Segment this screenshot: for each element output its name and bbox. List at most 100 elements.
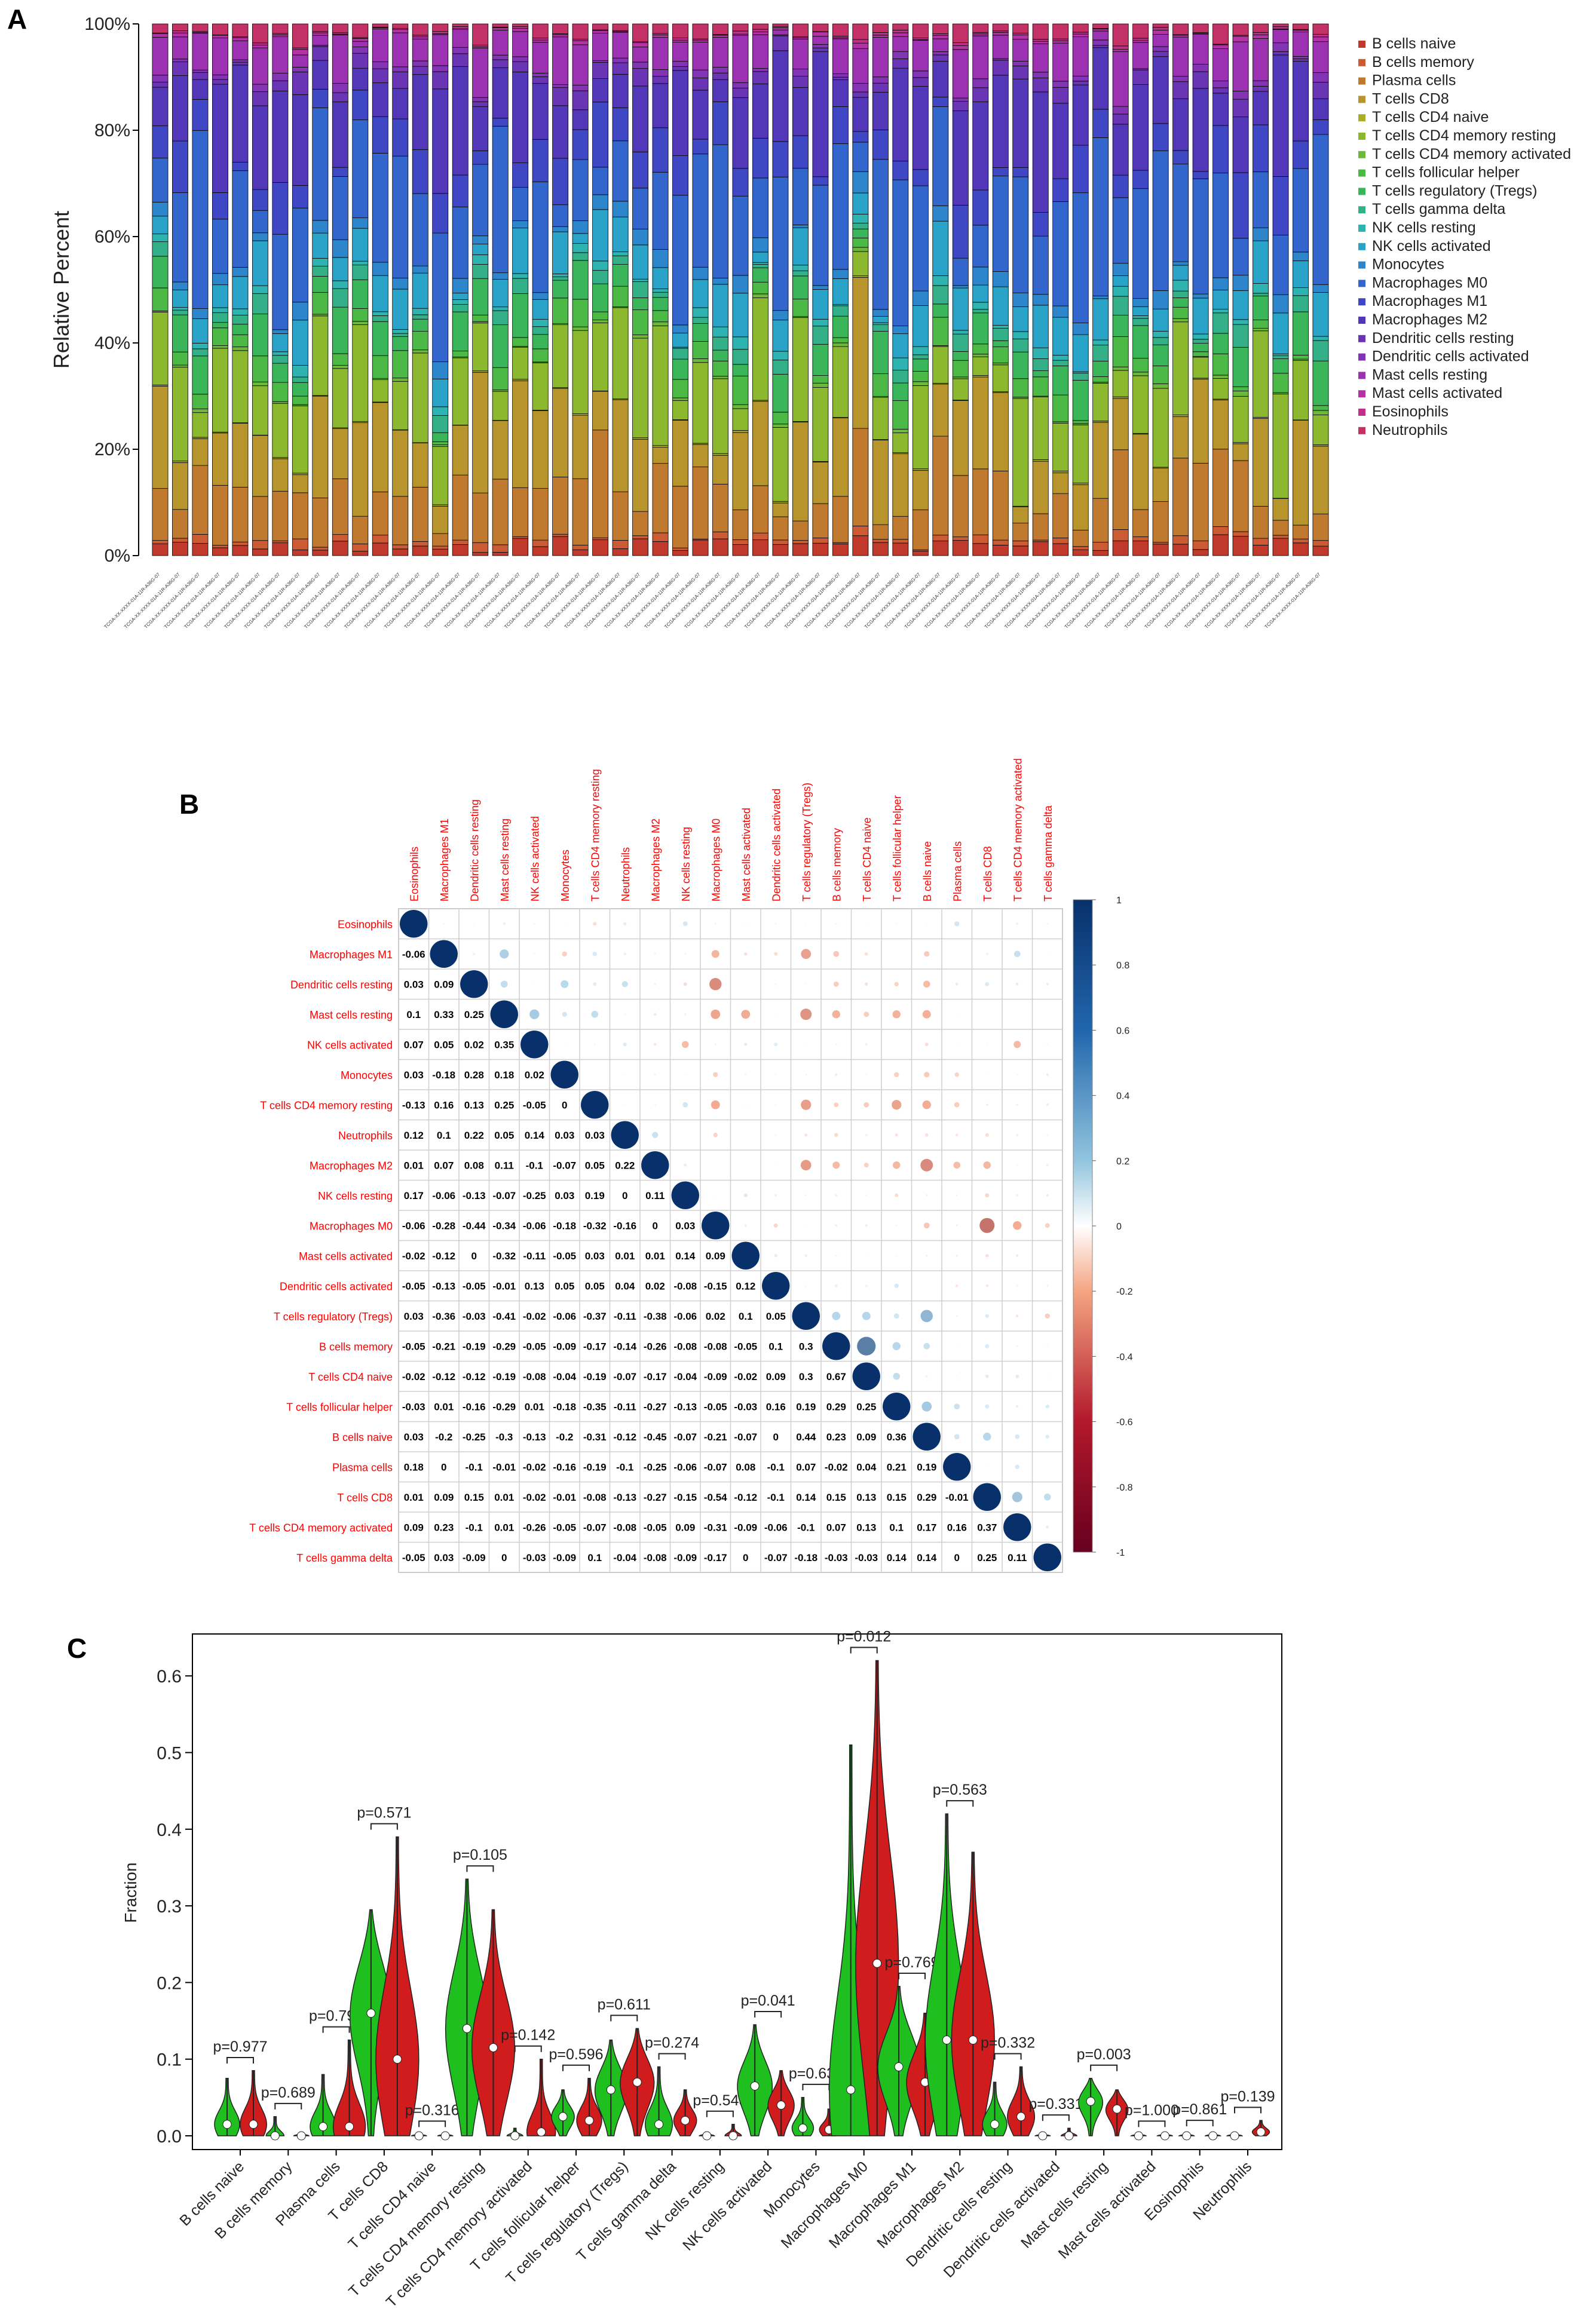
a-bar-segment [952,205,969,259]
b-cell-value: 0 [773,1431,779,1443]
a-bar-segment [1212,449,1229,527]
a-bar [1253,23,1269,556]
a-bar-segment [832,106,849,144]
a-bar-segment [692,539,709,556]
b-upper-circle [774,952,778,956]
a-bar-segment [1192,540,1209,550]
a-bar-segment [392,548,409,556]
b-cell-value: -0.12 [432,1250,455,1262]
b-upper-circle [985,1133,989,1137]
a-bar-segment [1092,295,1109,299]
a-bar-segment [372,491,388,536]
a-bar-segment [392,32,409,68]
b-row-label: B cells naive [332,1431,393,1443]
b-upper-circle [774,1164,777,1166]
a-bar-segment [252,240,268,286]
b-upper-circle [682,1102,688,1108]
a-bar-segment [1293,59,1309,62]
b-cell-value: 0 [501,1552,507,1563]
c-y-tick-label: 0.0 [157,2127,182,2147]
b-upper-circle [684,1013,687,1016]
a-bar [1293,23,1309,556]
a-bar-segment [1293,419,1309,526]
a-bar-segment [732,544,749,556]
b-cell-value: 0.16 [766,1401,786,1412]
a-bar-segment [1052,305,1069,318]
b-upper-circle [833,951,840,957]
a-bar-segment [1253,545,1269,556]
a-bar-segment [572,233,589,244]
b-upper-circle [956,1013,958,1016]
c-significance-bracket [514,2045,542,2052]
b-cell-value: -0.21 [432,1341,455,1352]
a-bar-segment [732,364,749,376]
a-bar-segment [712,144,728,278]
a-bar-segment [552,534,569,537]
b-cell-value: -0.1 [526,1160,543,1171]
a-bar-segment [192,465,209,535]
b-col-label: NK cells activated [529,816,541,902]
b-cell-value: -0.1 [466,1522,483,1533]
a-y-tick-label: 100% [84,14,130,34]
b-upper-circle [804,1133,808,1137]
b-diagonal-circle [460,970,488,998]
a-bar-segment [1212,400,1229,450]
a-bar-segment [672,420,689,487]
a-bar-segment [672,70,689,156]
b-upper-circle [956,1375,958,1378]
b-upper-circle [774,1253,778,1258]
b-cell-value: -0.08 [583,1492,607,1503]
b-diagonal-circle [822,1332,850,1360]
b-upper-circle [954,1403,960,1410]
b-upper-circle [654,983,657,986]
a-bar-segment [1132,434,1149,510]
b-upper-circle [835,1255,837,1257]
b-upper-circle [562,951,567,956]
a-bar-segment [452,206,469,279]
a-bar-segment [1232,460,1249,532]
a-bar-segment [892,400,909,430]
a-bar-segment [692,307,709,318]
b-cell-value: -0.02 [523,1461,546,1473]
a-bar-segment [572,326,589,331]
a-bar-segment [852,91,869,98]
a-bar-segment [872,37,889,78]
b-upper-circle [1045,1223,1050,1228]
a-bar-segment [232,545,249,556]
b-cell-value: 0.23 [826,1431,846,1443]
b-upper-circle [986,1465,988,1468]
a-bar-segment [312,46,329,61]
a-bar-segment [752,281,768,295]
a-bar-segment [952,360,969,378]
a-bar-segment [172,36,188,60]
a-bar-segment [452,474,469,541]
a-bar-segment [312,550,329,556]
b-cell-value: -0.44 [463,1220,486,1231]
a-bar-segment [392,29,409,33]
a-bar-segment [512,293,529,338]
a-legend-swatch [1358,372,1365,379]
b-upper-circle [985,1344,990,1348]
b-cell-value: 0.07 [796,1461,816,1473]
a-bar-segment [1293,56,1309,59]
b-cell-value: 0.1 [889,1522,904,1533]
a-bar-segment [1312,41,1329,73]
a-bar-segment [652,447,669,464]
a-bar-segment [712,360,728,377]
a-bar-segment [512,278,529,294]
a-bar-segment [352,308,369,322]
a-bar-segment [1272,51,1289,56]
a-bar-segment [992,35,1009,59]
a-bar-segment [1253,505,1269,539]
a-bar [452,23,469,556]
a-bar-segment [852,97,869,132]
a-legend-label: Macrophages M1 [1372,293,1487,309]
a-bar-segment [272,401,289,404]
a-bar-segment [472,254,489,265]
a-bar-segment [1253,80,1269,87]
a-bar-segment [452,278,469,294]
a-bar-segment [932,51,949,56]
a-bar-segment [892,453,909,517]
b-upper-circle [923,1222,930,1229]
